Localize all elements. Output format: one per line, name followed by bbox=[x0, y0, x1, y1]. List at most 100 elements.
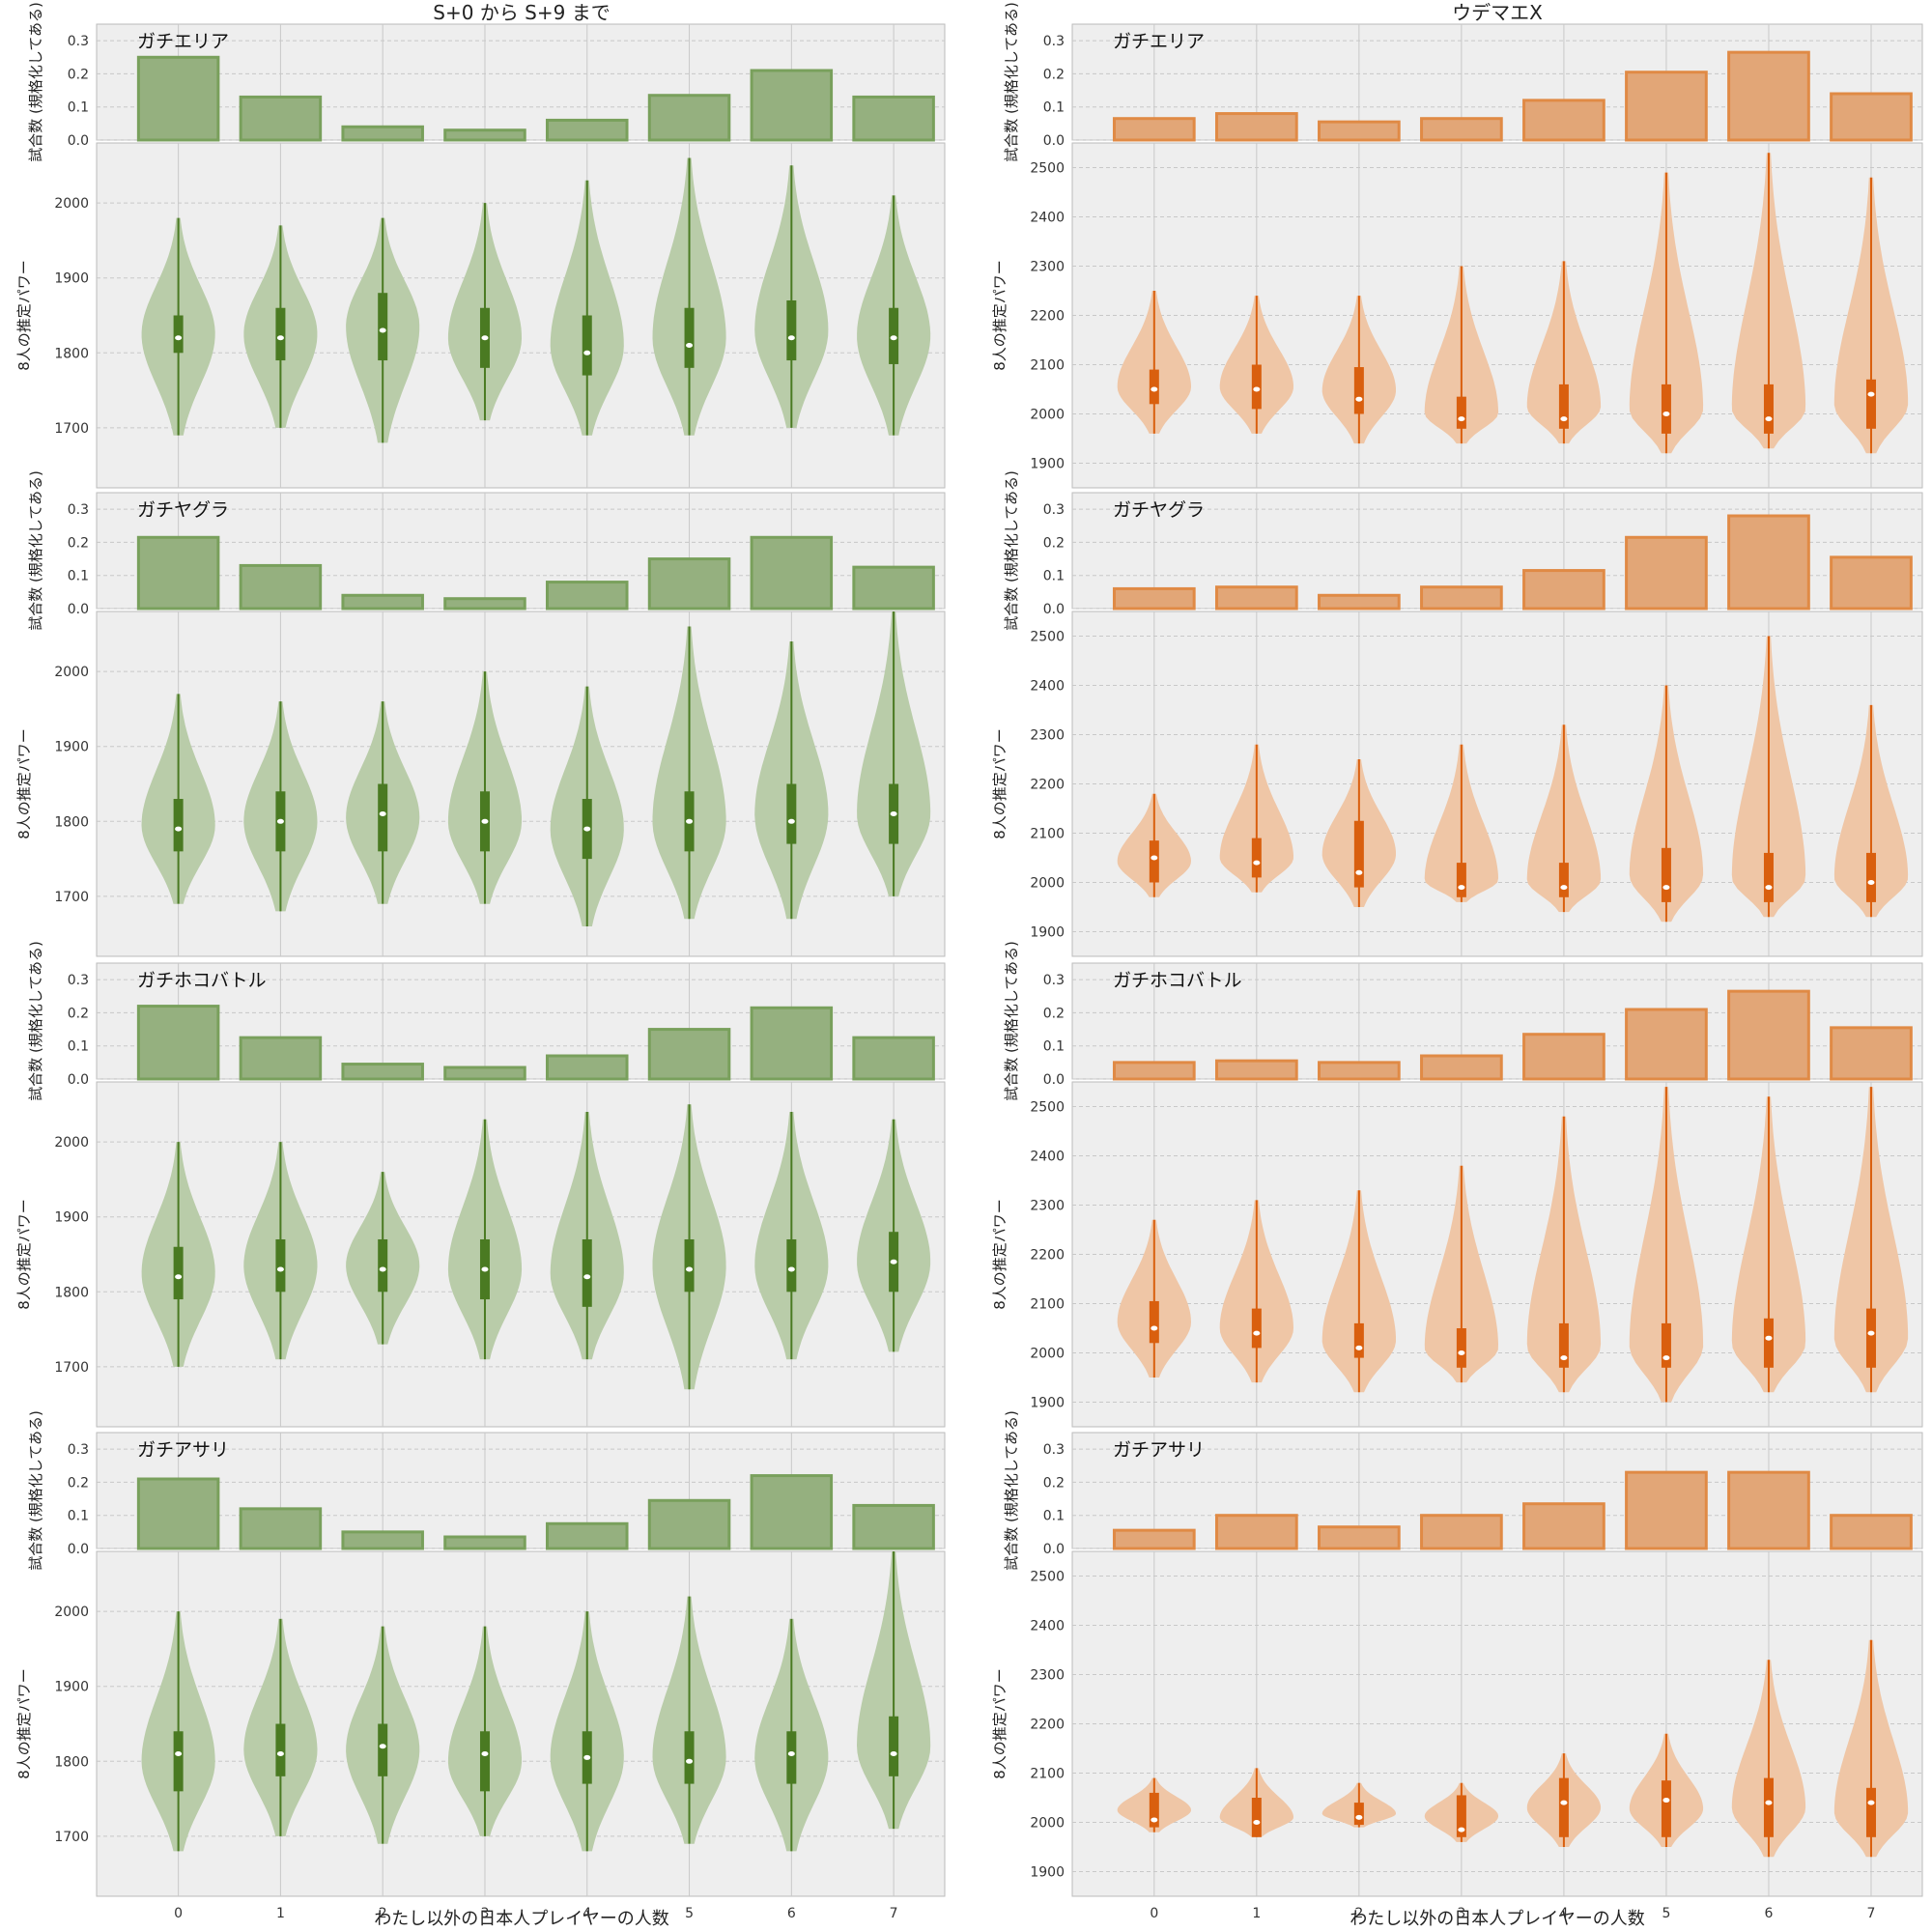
violin-panel-background bbox=[1071, 1081, 1923, 1428]
violin-iqr-box bbox=[786, 299, 797, 361]
violin-y-axis-label: 8人の推定パワー bbox=[15, 728, 33, 839]
bar-y-tick-label: 0.0 bbox=[1043, 1072, 1065, 1088]
violin-iqr-box bbox=[684, 307, 695, 368]
x-tick-label: 6 bbox=[787, 1906, 796, 1921]
violin-median-dot bbox=[1355, 1345, 1363, 1350]
x-tick-label: 0 bbox=[174, 1906, 183, 1921]
violin-y-tick-label: 1900 bbox=[54, 740, 89, 755]
violin-iqr-box bbox=[275, 307, 286, 361]
violin-iqr-box bbox=[1763, 1318, 1774, 1368]
violin-median-dot bbox=[379, 1266, 386, 1272]
violin-median-dot bbox=[890, 1751, 897, 1757]
bar-y-tick-label: 0.0 bbox=[68, 1542, 89, 1557]
violin-y-tick-label: 1700 bbox=[54, 1360, 89, 1376]
bar bbox=[443, 1065, 526, 1081]
violin-median-dot bbox=[1662, 1798, 1670, 1804]
violin-median-dot bbox=[686, 1266, 694, 1272]
bar bbox=[136, 535, 220, 611]
violin-iqr-box bbox=[378, 783, 388, 852]
bar-y-tick-label: 0.3 bbox=[68, 1442, 89, 1458]
violin-median-dot bbox=[1253, 1820, 1261, 1825]
violin-iqr-box bbox=[1763, 384, 1774, 434]
bar bbox=[852, 1503, 935, 1550]
panel-right-2: 0.0 0.1 0.2 0.3 ガチヤグラ 試合数 (規格化してある) 1900 2000 21… bbox=[991, 470, 1923, 957]
violin-panel-background bbox=[96, 611, 946, 957]
bar bbox=[341, 125, 424, 142]
violin-median-dot bbox=[175, 1274, 183, 1280]
mode-label: ガチアサリ bbox=[1113, 1439, 1205, 1461]
bar-y-tick-label: 0.1 bbox=[68, 1509, 89, 1524]
violin-median-dot bbox=[1765, 416, 1773, 422]
violin-median-dot bbox=[1662, 412, 1670, 416]
violin-iqr-box bbox=[1763, 852, 1774, 902]
bar bbox=[1214, 1059, 1298, 1081]
violin-median-dot bbox=[1560, 416, 1568, 422]
violin-iqr-box bbox=[1353, 820, 1364, 888]
x-axis-label-right: わたし以外の日本人プレイヤーの人数 bbox=[1350, 1909, 1644, 1929]
bar-y-tick-label: 0.0 bbox=[68, 1072, 89, 1088]
violin-median-dot bbox=[583, 1754, 591, 1760]
violin-median-dot bbox=[890, 1259, 897, 1264]
violin-y-tick-label: 2500 bbox=[1030, 630, 1065, 645]
bar bbox=[239, 95, 323, 142]
column-title-right: ウデマエX bbox=[1452, 1, 1543, 24]
bar-y-tick-label: 0.3 bbox=[1043, 34, 1065, 49]
violin-y-tick-label: 2200 bbox=[1030, 778, 1065, 793]
violin-y-tick-label: 2400 bbox=[1030, 211, 1065, 226]
bar bbox=[546, 1521, 629, 1550]
bar bbox=[136, 55, 220, 142]
bar bbox=[1112, 117, 1196, 142]
panel-right-3: 0.0 0.1 0.2 0.3 ガチホコバトル 試合数 (規格化してある) 1900 2000… bbox=[991, 941, 1923, 1428]
violin-y-tick-label: 2100 bbox=[1030, 1297, 1065, 1313]
violin-iqr-box bbox=[1558, 863, 1569, 897]
x-axis-label-left: わたし以外の日本人プレイヤーの人数 bbox=[374, 1909, 668, 1929]
violin-iqr-box bbox=[173, 315, 184, 354]
violin-median-dot bbox=[1151, 1817, 1158, 1823]
violin-median-dot bbox=[379, 1744, 386, 1749]
violin-iqr-box bbox=[1456, 1795, 1466, 1837]
bar bbox=[1727, 1470, 1810, 1550]
bar bbox=[1830, 1514, 1913, 1550]
violin-iqr-box bbox=[1865, 379, 1876, 429]
bar bbox=[1522, 99, 1605, 142]
bar-y-tick-label: 0.0 bbox=[1043, 602, 1065, 617]
bar bbox=[1214, 585, 1298, 611]
violin-iqr-box bbox=[1661, 1780, 1671, 1837]
violin-median-dot bbox=[583, 350, 591, 355]
violin-y-tick-label: 1800 bbox=[54, 814, 89, 830]
violin-y-tick-label: 2000 bbox=[54, 196, 89, 212]
violin-y-axis-label: 8人の推定パワー bbox=[15, 260, 33, 371]
violin-median-dot bbox=[1458, 1350, 1465, 1355]
bar-y-tick-label: 0.1 bbox=[68, 1039, 89, 1055]
mode-label: ガチホコバトル bbox=[137, 970, 267, 991]
panel-left-1: 0.0 0.1 0.2 0.3 ガチエリア 試合数 (規格化してある) 1700 1800 19… bbox=[15, 2, 946, 489]
violin-iqr-box bbox=[684, 1731, 695, 1784]
violin-y-tick-label: 2100 bbox=[1030, 827, 1065, 842]
x-tick-label: 0 bbox=[1150, 1906, 1158, 1921]
bar-y-tick-label: 0.2 bbox=[68, 535, 89, 551]
violin-median-dot bbox=[1458, 885, 1465, 891]
mode-label: ガチエリア bbox=[1113, 31, 1205, 52]
bar bbox=[546, 118, 629, 142]
bar-y-tick-label: 0.2 bbox=[68, 1006, 89, 1021]
bar-y-tick-label: 0.1 bbox=[68, 569, 89, 584]
violin-iqr-box bbox=[378, 293, 388, 361]
violin-iqr-box bbox=[275, 1723, 286, 1776]
bar bbox=[1727, 989, 1810, 1081]
violin-iqr-box bbox=[378, 1723, 388, 1776]
violin-median-dot bbox=[787, 1751, 795, 1757]
violin-y-axis-label: 8人の推定パワー bbox=[15, 1668, 33, 1779]
violin-y-tick-label: 2400 bbox=[1030, 679, 1065, 695]
column-title-left: S+0 から S+9 まで bbox=[433, 1, 610, 24]
bar-y-tick-label: 0.2 bbox=[68, 1475, 89, 1491]
panel-left-2: 0.0 0.1 0.2 0.3 ガチヤグラ 試合数 (規格化してある) 1700 1800 19… bbox=[15, 470, 946, 957]
x-tick-label: 5 bbox=[1662, 1906, 1670, 1921]
violin-median-dot bbox=[1765, 885, 1773, 891]
bar-y-tick-label: 0.2 bbox=[68, 67, 89, 82]
bar bbox=[1625, 1470, 1708, 1550]
violin-median-dot bbox=[890, 335, 897, 341]
bar-y-axis-label: 試合数 (規格化してある) bbox=[1003, 470, 1020, 631]
bar bbox=[1727, 50, 1810, 142]
violin-median-dot bbox=[276, 1751, 284, 1757]
